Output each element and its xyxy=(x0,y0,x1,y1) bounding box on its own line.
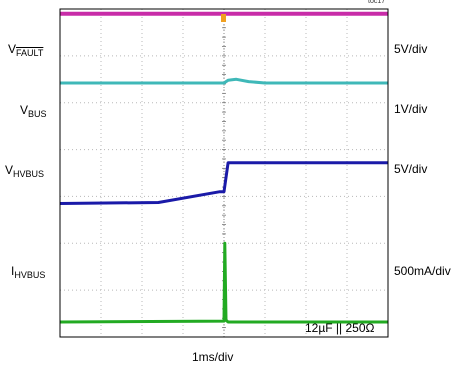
trigger-marker-icon xyxy=(221,14,226,22)
channel-label-vbus: VBUS xyxy=(20,103,47,119)
channel-label-vhvbus: VHVBUS xyxy=(5,163,45,179)
scale-label-vfault: 5V/div xyxy=(394,42,428,56)
trace-vbus xyxy=(60,77,388,85)
load-annotation: 12µF || 250Ω xyxy=(305,321,375,335)
channel-label-ihvbus: IHVBUS xyxy=(11,264,46,280)
trace-layer xyxy=(59,11,388,324)
x-axis-label: 1ms/div xyxy=(192,350,234,364)
plot-frame xyxy=(59,8,389,338)
channel-label-vfault: VFAULT xyxy=(8,42,44,58)
scale-label-ihvbus: 500mA/div xyxy=(394,264,451,278)
trace-ihvbus xyxy=(59,241,388,324)
scale-label-vbus: 1V/div xyxy=(394,102,428,116)
scale-label-vhvbus: 5V/div xyxy=(394,162,428,176)
trace-vhvbus xyxy=(59,161,388,205)
figure-id: toc17 xyxy=(368,0,386,5)
